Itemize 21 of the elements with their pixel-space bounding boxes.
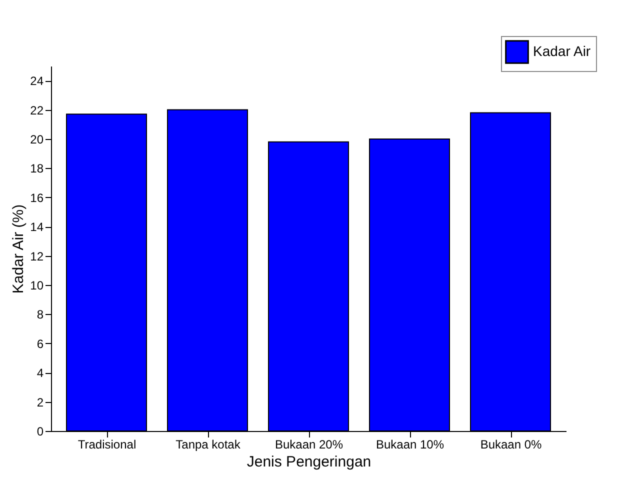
x-tick-label: Tradisional: [78, 438, 136, 452]
y-tick-label: 16: [30, 190, 44, 205]
x-tick-label: Bukaan 20%: [274, 438, 344, 452]
x-tick-label: Bukaan 10%: [376, 438, 444, 452]
y-tick-label: 14: [30, 220, 44, 234]
y-tick-label: 8: [36, 308, 44, 322]
y-tick-label: 4: [36, 366, 44, 380]
x-tick-label: Bukaan 0%: [480, 438, 542, 452]
y-tick-label: 18: [30, 162, 44, 176]
y-tick-label: 2: [36, 395, 44, 410]
x-axis-title: Jenis Pengeringan: [246, 454, 372, 470]
y-axis-title: Kadar Air (%): [10, 204, 28, 294]
y-tick-label: 6: [36, 336, 44, 351]
y-tick-label: 24: [30, 74, 44, 88]
legend-label: Kadar Air: [533, 43, 591, 59]
y-tick-label: 22: [30, 103, 44, 118]
y-tick-label: 10: [30, 278, 44, 292]
y-tick-label: 20: [30, 132, 44, 146]
y-tick-label: 12: [30, 249, 44, 264]
y-tick-label: 0: [36, 424, 44, 438]
x-tick-label: Tanpa kotak: [176, 438, 242, 452]
